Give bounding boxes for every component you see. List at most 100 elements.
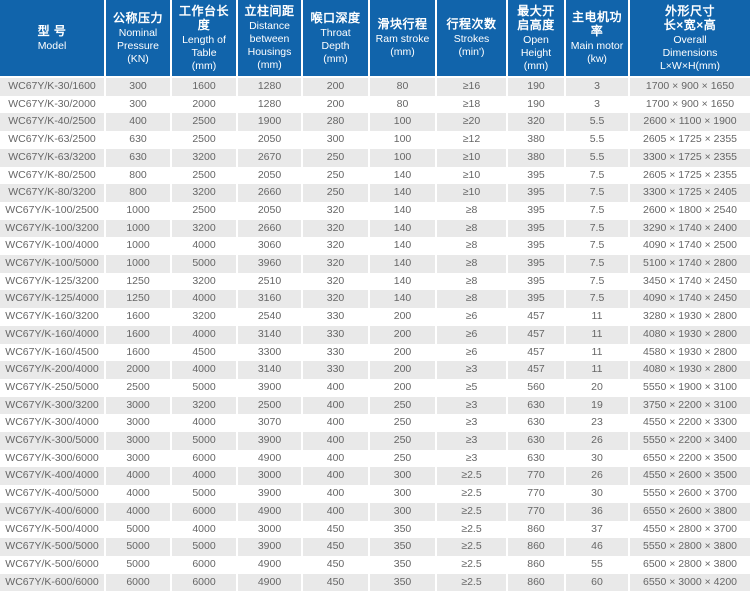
cell-table-length: 4000 [172,325,238,344]
cell-model: WC67Y/K-160/4000 [0,325,106,344]
cell-main-motor: 7.5 [566,237,630,256]
cell-main-motor: 30 [566,449,630,468]
cell-nominal-pressure: 630 [106,131,172,149]
cell-table-length: 2000 [172,95,238,114]
cell-ram-stroke: 200 [370,378,437,397]
column-header-en-text: Distance between Housings (mm) [247,20,292,71]
cell-main-motor: 23 [566,414,630,433]
cell-throat-depth: 400 [303,485,370,503]
table-row: WC67Y/K-300/3200 3000 3200 2500 400 250 ≥3 630 1… [0,396,750,415]
cell-housing-distance: 2050 [238,201,303,220]
table-row: WC67Y/K-300/5000 3000 5000 3900 400 250 ≥3 630 2… [0,432,750,450]
cell-model: WC67Y/K-100/4000 [0,237,106,256]
cell-throat-depth: 320 [303,201,370,220]
cell-ram-stroke: 350 [370,538,437,556]
cell-overall-dimensions: 5550 × 2800 × 3800 [630,538,750,556]
column-header-cn-text: 外形尺寸 长×宽×高 [663,3,717,32]
cell-main-motor: 7.5 [566,184,630,202]
cell-open-height: 395 [508,201,566,220]
cell-main-motor: 30 [566,485,630,503]
cell-model: WC67Y/K-400/5000 [0,485,106,503]
column-header-cn-text: 工作台长度 [178,3,229,32]
cell-strokes: ≥3 [437,396,508,415]
cell-throat-depth: 320 [303,255,370,273]
cell-strokes: ≥8 [437,255,508,273]
cell-main-motor: 11 [566,325,630,344]
table-row: WC67Y/K-500/4000 5000 4000 3000 450 350 ≥2.5 86… [0,520,750,539]
cell-strokes: ≥8 [437,201,508,220]
cell-strokes: ≥2.5 [437,573,508,592]
cell-table-length: 2500 [172,166,238,185]
cell-model: WC67Y/K-300/4000 [0,414,106,433]
cell-strokes: ≥10 [437,148,508,167]
cell-nominal-pressure: 1000 [106,255,172,273]
column-header-ram-stroke: 滑块行程 Ram stroke (mm) [370,0,437,78]
cell-throat-depth: 320 [303,290,370,309]
cell-strokes: ≥2.5 [437,555,508,574]
cell-overall-dimensions: 6550 × 3000 × 4200 [630,573,750,592]
column-header-throat-depth: 喉口深度 Throat Depth (mm) [303,0,370,78]
cell-ram-stroke: 300 [370,485,437,503]
cell-ram-stroke: 100 [370,131,437,149]
cell-open-height: 457 [508,308,566,326]
cell-overall-dimensions: 1700 × 900 × 1650 [630,95,750,114]
cell-throat-depth: 320 [303,237,370,256]
cell-main-motor: 26 [566,432,630,450]
cell-open-height: 320 [508,113,566,132]
cell-main-motor: 36 [566,502,630,521]
cell-nominal-pressure: 1250 [106,272,172,291]
cell-throat-depth: 300 [303,131,370,149]
cell-nominal-pressure: 5000 [106,555,172,574]
cell-ram-stroke: 200 [370,325,437,344]
cell-overall-dimensions: 6500 × 2800 × 3800 [630,555,750,574]
column-header-en-text: Strokes (min') [453,33,490,58]
cell-overall-dimensions: 1700 × 900 × 1650 [630,78,750,96]
cell-strokes: ≥6 [437,343,508,362]
cell-overall-dimensions: 6550 × 2600 × 3800 [630,502,750,521]
cell-open-height: 860 [508,520,566,539]
cell-open-height: 395 [508,290,566,309]
cell-open-height: 190 [508,78,566,96]
cell-housing-distance: 3000 [238,520,303,539]
cell-nominal-pressure: 3000 [106,449,172,468]
cell-throat-depth: 320 [303,272,370,291]
cell-main-motor: 5.5 [566,131,630,149]
cell-nominal-pressure: 1600 [106,325,172,344]
cell-nominal-pressure: 800 [106,166,172,185]
cell-throat-depth: 400 [303,467,370,486]
cell-open-height: 770 [508,467,566,486]
cell-overall-dimensions: 4550 × 2600 × 3500 [630,467,750,486]
table-row: WC67Y/K-125/4000 1250 4000 3160 320 140 ≥8 395 7… [0,290,750,309]
cell-nominal-pressure: 1000 [106,219,172,238]
cell-overall-dimensions: 4090 × 1740 × 2500 [630,237,750,256]
cell-model: WC67Y/K-400/4000 [0,467,106,486]
cell-open-height: 860 [508,573,566,592]
cell-housing-distance: 2500 [238,396,303,415]
cell-throat-depth: 450 [303,538,370,556]
cell-model: WC67Y/K-500/4000 [0,520,106,539]
cell-nominal-pressure: 6000 [106,573,172,592]
cell-overall-dimensions: 2605 × 1725 × 2355 [630,166,750,185]
cell-throat-depth: 200 [303,78,370,96]
cell-table-length: 4500 [172,343,238,362]
column-header-overall-dimensions: 外形尺寸 长×宽×高 Overall Dimensions L×W×H(mm) [630,0,750,78]
cell-strokes: ≥3 [437,361,508,379]
column-header-en-text: Main motor (kw) [570,40,624,65]
cell-throat-depth: 450 [303,555,370,574]
cell-strokes: ≥16 [437,78,508,96]
cell-housing-distance: 2660 [238,219,303,238]
cell-overall-dimensions: 4090 × 1740 × 2450 [630,290,750,309]
cell-open-height: 860 [508,555,566,574]
cell-table-length: 6000 [172,449,238,468]
cell-main-motor: 11 [566,361,630,379]
cell-ram-stroke: 140 [370,166,437,185]
table-row: WC67Y/K-100/3200 1000 3200 2660 320 140 ≥8 395 7… [0,219,750,238]
cell-throat-depth: 450 [303,520,370,539]
cell-main-motor: 11 [566,308,630,326]
cell-main-motor: 60 [566,573,630,592]
cell-open-height: 395 [508,184,566,202]
cell-model: WC67Y/K-63/2500 [0,131,106,149]
cell-table-length: 5000 [172,378,238,397]
table-row: WC67Y/K-30/2000 300 2000 1280 200 80 ≥18 190 3 17… [0,95,750,114]
cell-table-length: 3200 [172,308,238,326]
